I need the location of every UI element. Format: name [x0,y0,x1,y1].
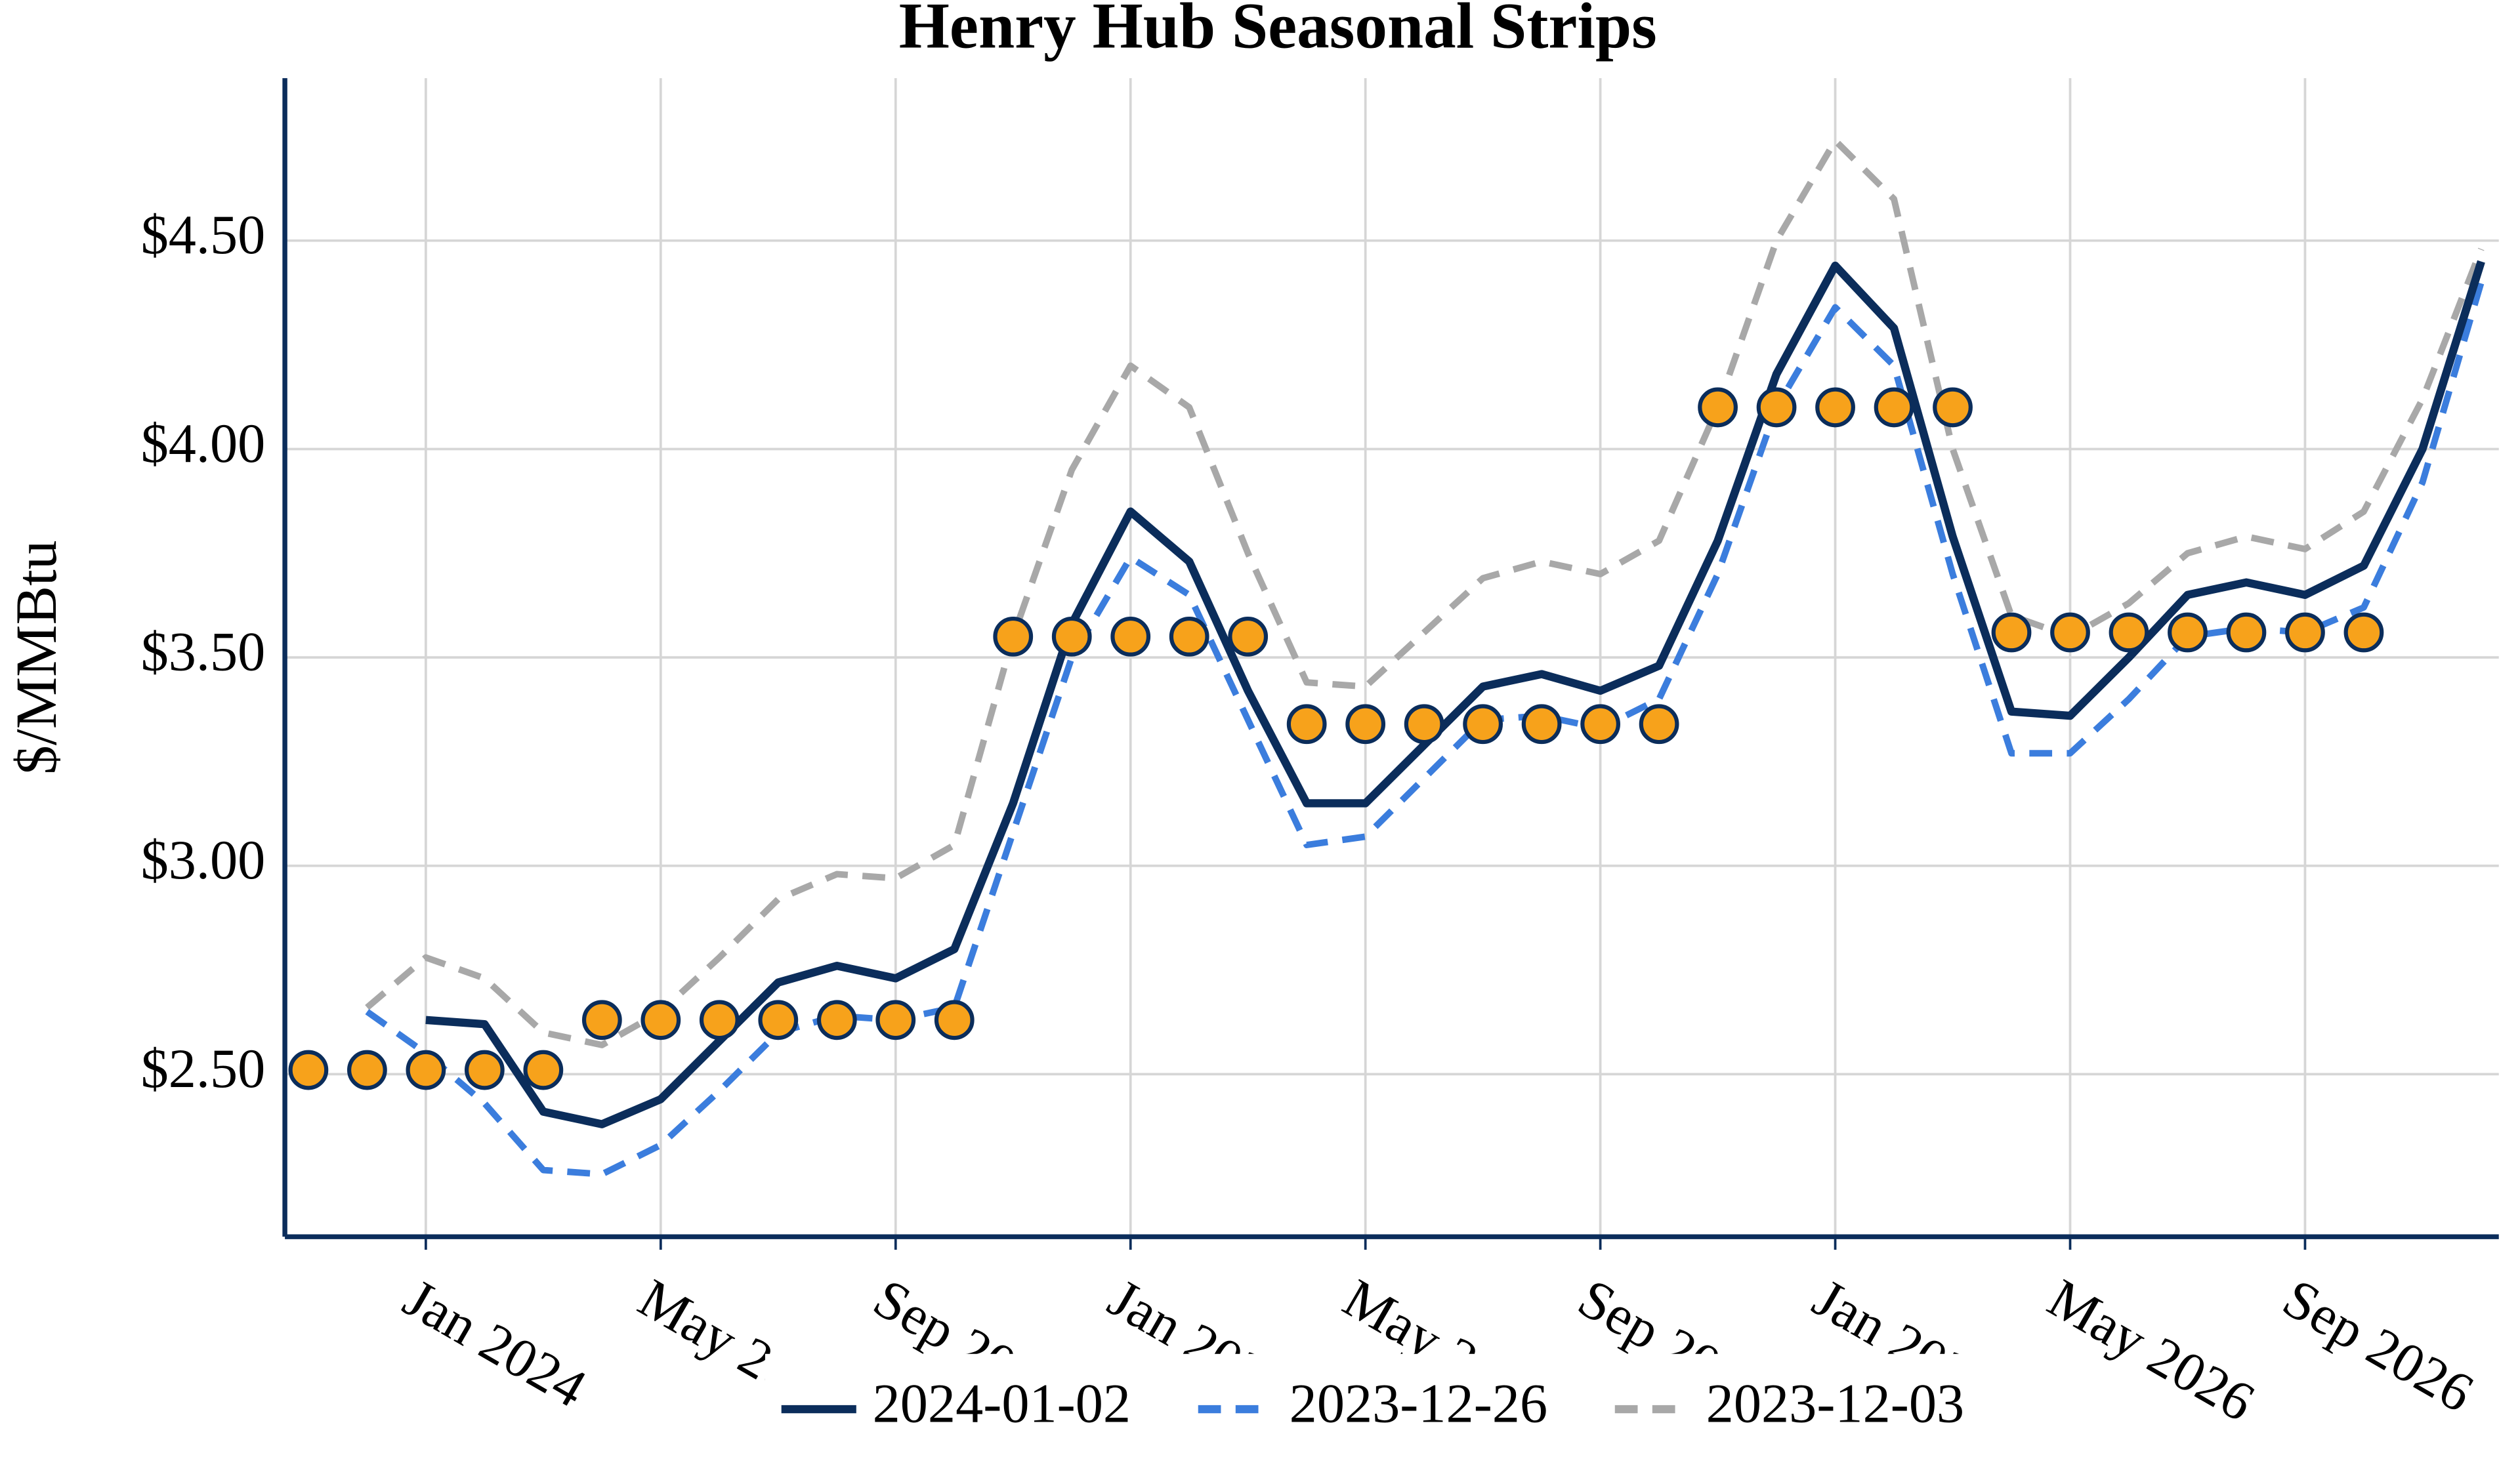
strip-marker [1580,704,1620,745]
strip-marker [699,1000,740,1040]
strip-marker [1051,616,1092,657]
strip-marker [406,1050,446,1090]
strip-marker [1991,612,2032,653]
series-line [425,260,2485,1128]
series-line [365,137,2485,1048]
strip-marker [1345,704,1386,745]
strip-marker [758,1000,799,1040]
strip-marker [2050,612,2090,653]
y-tick-label: $4.00 [141,413,266,474]
strip-marker [1698,387,1738,428]
strip-marker [1404,704,1444,745]
strip-marker [2343,612,2384,653]
strip-marker [1815,387,1855,428]
y-tick-label: $3.00 [141,830,266,891]
strip-marker [875,1000,916,1040]
x-tick-label: Sep 2026 [2273,1267,2483,1424]
y-tick-label: $2.50 [141,1038,266,1100]
strip-marker [934,1000,975,1040]
strip-marker [1463,704,1503,745]
series-line [365,281,2485,1178]
strip-marker [1169,616,1209,657]
strip-marker [1228,616,1269,657]
strip-marker [523,1050,564,1090]
strip-marker [993,616,1034,657]
x-tick-label: May 2026 [2038,1267,2265,1433]
legend-box [765,1353,2051,1468]
strip-marker [347,1050,387,1090]
chart-title: Henry Hub Seasonal Strips [899,0,1657,62]
legend-label: 2023-12-03 [1706,1373,1964,1434]
strip-marker [1521,704,1562,745]
x-tick-label: Jan 2024 [394,1267,596,1420]
y-tick-label: $3.50 [141,621,266,682]
strip-marker [816,1000,857,1040]
strip-marker [2226,612,2267,653]
strip-marker [288,1050,329,1090]
strip-marker [464,1050,505,1090]
strip-marker [1874,387,1914,428]
strip-marker [640,1000,681,1040]
y-axis-label: $/MMBtu [4,541,69,775]
strip-marker [581,1000,622,1040]
strip-marker [1756,387,1797,428]
strip-marker [2109,612,2149,653]
strip-marker [1110,616,1151,657]
strip-marker [2285,612,2325,653]
legend-label: 2023-12-26 [1290,1373,1547,1434]
y-tick-label: $4.50 [141,205,266,266]
legend-label: 2024-01-02 [873,1373,1131,1434]
strip-marker [1933,387,1973,428]
strip-marker [1286,704,1327,745]
strip-marker [2168,612,2208,653]
strip-marker [1639,704,1679,745]
